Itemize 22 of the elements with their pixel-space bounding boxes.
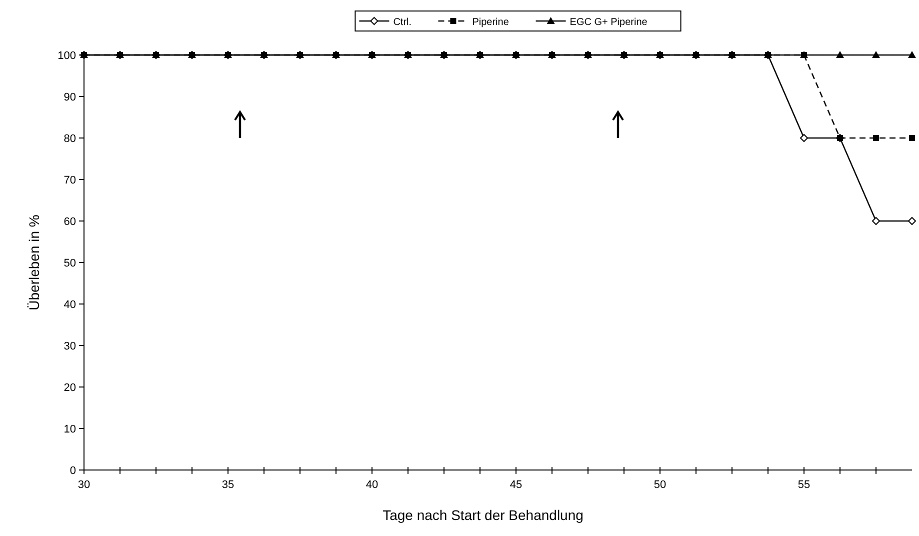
y-tick-label: 20	[64, 382, 76, 394]
y-tick-label: 80	[64, 133, 76, 145]
y-tick-label: 60	[64, 216, 76, 228]
y-tick-label: 10	[64, 424, 76, 436]
y-axis-title: Überleben in %	[26, 214, 42, 310]
legend-label: Ctrl.	[393, 17, 412, 28]
x-tick-label: 55	[798, 479, 810, 491]
y-tick-label: 100	[58, 50, 76, 62]
y-tick-label: 40	[64, 299, 76, 311]
legend-label: EGC G+ Piperine	[570, 17, 648, 28]
x-tick-label: 35	[222, 479, 234, 491]
x-tick-label: 45	[510, 479, 522, 491]
y-tick-label: 70	[64, 174, 76, 186]
x-axis-title: Tage nach Start der Behandlung	[382, 507, 584, 523]
y-tick-label: 90	[64, 92, 76, 104]
y-tick-label: 0	[70, 465, 76, 477]
x-tick-label: 40	[366, 479, 378, 491]
y-tick-label: 50	[64, 258, 76, 270]
legend-label: Piperine	[472, 17, 510, 28]
x-tick-label: 30	[78, 479, 90, 491]
x-tick-label: 50	[654, 479, 666, 491]
y-tick-label: 30	[64, 340, 76, 352]
